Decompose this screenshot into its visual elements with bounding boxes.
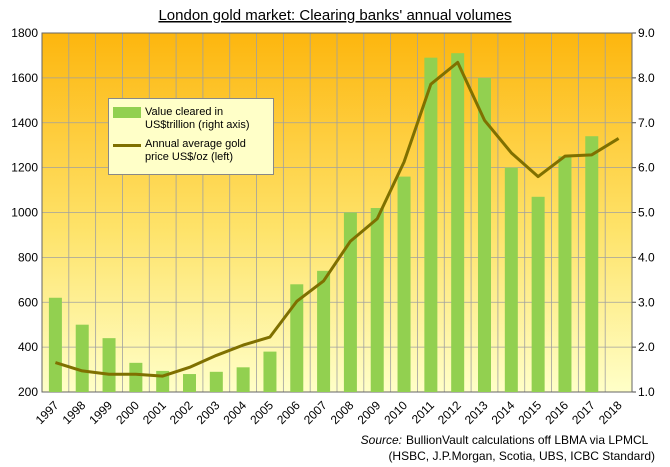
x-tick-label: 2011 [409,398,437,426]
bar [263,351,277,392]
x-tick-label: 2010 [381,398,410,427]
bar [317,270,331,392]
source-text: (HSBC, J.P.Morgan, Scotia, UBS, ICBC Sta… [388,449,655,463]
bar [558,156,572,392]
source-prefix: Source: [361,433,402,447]
x-tick-label: 2012 [435,398,464,427]
bar [129,362,143,392]
x-tick-label: 1998 [60,398,89,427]
legend: Value cleared in US$trillion (right axis… [108,98,274,175]
y-tick-label: 400 [18,340,38,354]
line [54,60,620,378]
bar [343,212,357,392]
y-tick-label: 1600 [11,71,38,85]
source-text: BullionVault calculations off LBMA via L… [406,433,649,447]
x-tick-label: 2007 [301,398,330,427]
y2-tick-label: 9.0 [638,26,655,40]
x-tick-label: 2005 [247,398,276,427]
x-tick-label: 2015 [515,398,544,427]
x-tick-label: 2009 [355,398,384,427]
x-tick-label: 2001 [140,398,169,427]
x-tick-label: 2008 [328,398,357,427]
y-tick-label: 1800 [11,26,38,40]
x-tick-label: 2000 [113,398,142,427]
y2-tick-label: 7.0 [638,116,655,130]
bar [531,196,545,392]
bar [504,167,518,392]
bar [290,284,304,392]
y-tick-label: 1000 [11,206,38,220]
x-tick-label: 2018 [596,398,625,427]
bar [236,367,250,392]
y-tick-label: 200 [18,385,38,399]
x-tick-label: 2014 [489,398,518,427]
bar [397,176,411,392]
legend-label: Annual average gold price US$/oz (left) [145,138,246,163]
x-tick-label: 2013 [462,398,491,427]
y-tick-label: 800 [18,250,38,264]
bar [75,324,89,392]
y2-tick-label: 6.0 [638,161,655,175]
legend-entry: Annual average gold price US$/oz (left) [113,138,269,164]
x-tick-label: 2003 [194,398,223,427]
y2-tick-label: 3.0 [638,295,655,309]
bar [478,77,491,392]
x-tick-label: 1999 [86,398,115,427]
bar [48,297,62,392]
legend-label: Value cleared in US$trillion (right axis… [145,106,250,131]
y2-tick-label: 2.0 [638,340,655,354]
x-tick-label: 2016 [542,398,571,427]
bar [424,57,438,393]
y2-tick-label: 1.0 [638,385,655,399]
legend-swatch [113,144,141,147]
y2-tick-label: 8.0 [638,71,655,85]
bar [209,371,223,392]
y-tick-label: 1400 [11,116,38,130]
bar [183,374,196,392]
x-tick-label: 2017 [569,398,598,427]
bar [102,338,116,392]
y2-tick-label: 5.0 [638,206,655,220]
y-tick-label: 1200 [11,161,38,175]
y2-tick-label: 4.0 [638,250,655,264]
bar [585,136,599,392]
x-tick-label: 1997 [33,398,62,427]
bar [370,208,384,392]
bar [451,53,465,392]
x-tick-label: 2004 [220,398,249,427]
x-tick-label: 2002 [167,398,196,427]
legend-entry: Value cleared in US$trillion (right axis… [113,106,269,132]
plot-border [41,32,633,393]
legend-swatch [113,107,141,118]
y-tick-label: 600 [18,295,38,309]
x-tick-label: 2006 [274,398,303,427]
chart-title: London gold market: Clearing banks' annu… [158,7,511,24]
